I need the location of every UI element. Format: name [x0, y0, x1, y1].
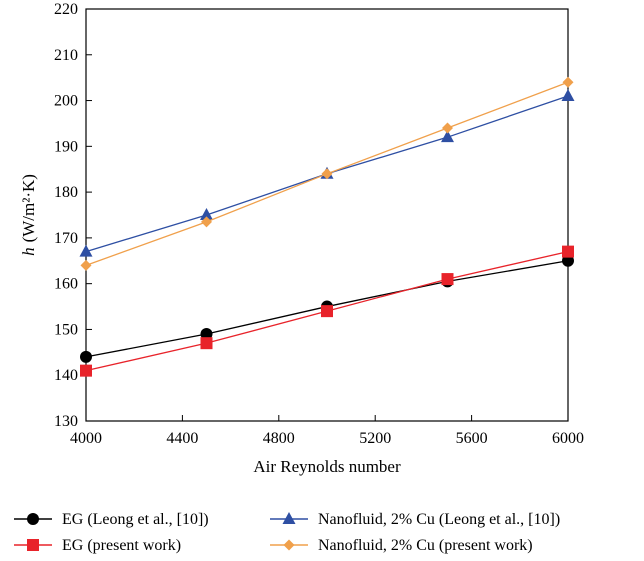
x-axis-title: Air Reynolds number: [253, 457, 401, 476]
legend-item-eg-present-work: EG (present work): [14, 537, 181, 554]
legend-marker-circle: [27, 513, 39, 525]
data-point-diamond: [321, 168, 333, 180]
legend-item-nanofluid-2-cu-leong-et-al-10: Nanofluid, 2% Cu (Leong et al., [10]): [270, 511, 560, 528]
data-point-square: [562, 245, 574, 258]
y-tick-label: 160: [54, 276, 78, 293]
legend-marker-square: [27, 539, 39, 551]
x-tick-label: 4800: [263, 430, 295, 447]
y-tick-label: 220: [54, 1, 78, 18]
series-eg-present-work: [80, 245, 574, 377]
data-point-square: [321, 305, 333, 318]
y-tick-label: 180: [54, 184, 78, 201]
data-point-circle: [80, 350, 92, 363]
x-tick-label: 5200: [359, 430, 391, 447]
data-point-triangle: [561, 88, 575, 101]
data-point-triangle: [200, 208, 213, 220]
y-tick-label: 200: [54, 93, 78, 110]
data-point-circle: [200, 328, 213, 341]
x-tick-label: 4000: [70, 430, 102, 447]
legend-marker-triangle: [282, 512, 296, 524]
data-point-triangle: [441, 130, 454, 143]
y-tick-label: 150: [54, 321, 78, 338]
y-tick-label: 210: [54, 47, 78, 64]
y-axis-units: (W/m²·K): [19, 174, 38, 242]
legend: EG (Leong et al., [10]) EG (present work)…: [14, 511, 560, 554]
plot-frame: [85, 8, 569, 422]
series-nanofluid-2-cu-present-work: [80, 76, 574, 271]
y-axis-title: h (W/m²·K): [19, 174, 38, 256]
y-tick-label: 140: [54, 367, 78, 384]
data-point-square: [441, 273, 454, 286]
data-point-triangle: [79, 244, 93, 257]
legend-item-nanofluid-2-cu-present-work: Nanofluid, 2% Cu (present work): [270, 537, 533, 554]
data-point-circle: [562, 254, 574, 267]
x-tick-label: 4400: [166, 430, 198, 447]
data-point-diamond: [80, 259, 92, 271]
legend-label: Nanofluid, 2% Cu (present work): [318, 537, 533, 554]
y-axis-ticks: 130 140 150 160 170 180 190 200 210 220: [54, 1, 92, 430]
data-point-square: [80, 364, 92, 377]
legend-item-eg-leong-et-al-10: EG (Leong et al., [10]): [14, 511, 209, 528]
data-point-diamond: [442, 122, 453, 134]
legend-label: EG (present work): [62, 537, 181, 554]
data-point-diamond: [562, 76, 574, 88]
y-tick-label: 130: [54, 413, 78, 430]
series-layer: [79, 76, 575, 377]
x-tick-label: 6000: [552, 430, 584, 447]
data-point-square: [200, 337, 213, 350]
x-axis-ticks: 4000 4400 4800 5200 5600 6000: [70, 415, 584, 447]
data-point-diamond: [201, 216, 212, 228]
legend-marker-diamond: [283, 539, 295, 551]
y-axis-symbol: h: [19, 247, 38, 256]
x-tick-label: 5600: [456, 430, 488, 447]
y-tick-label: 190: [54, 138, 78, 155]
legend-label: EG (Leong et al., [10]): [62, 511, 209, 528]
y-tick-label: 170: [54, 230, 78, 247]
legend-label: Nanofluid, 2% Cu (Leong et al., [10]): [318, 511, 560, 528]
